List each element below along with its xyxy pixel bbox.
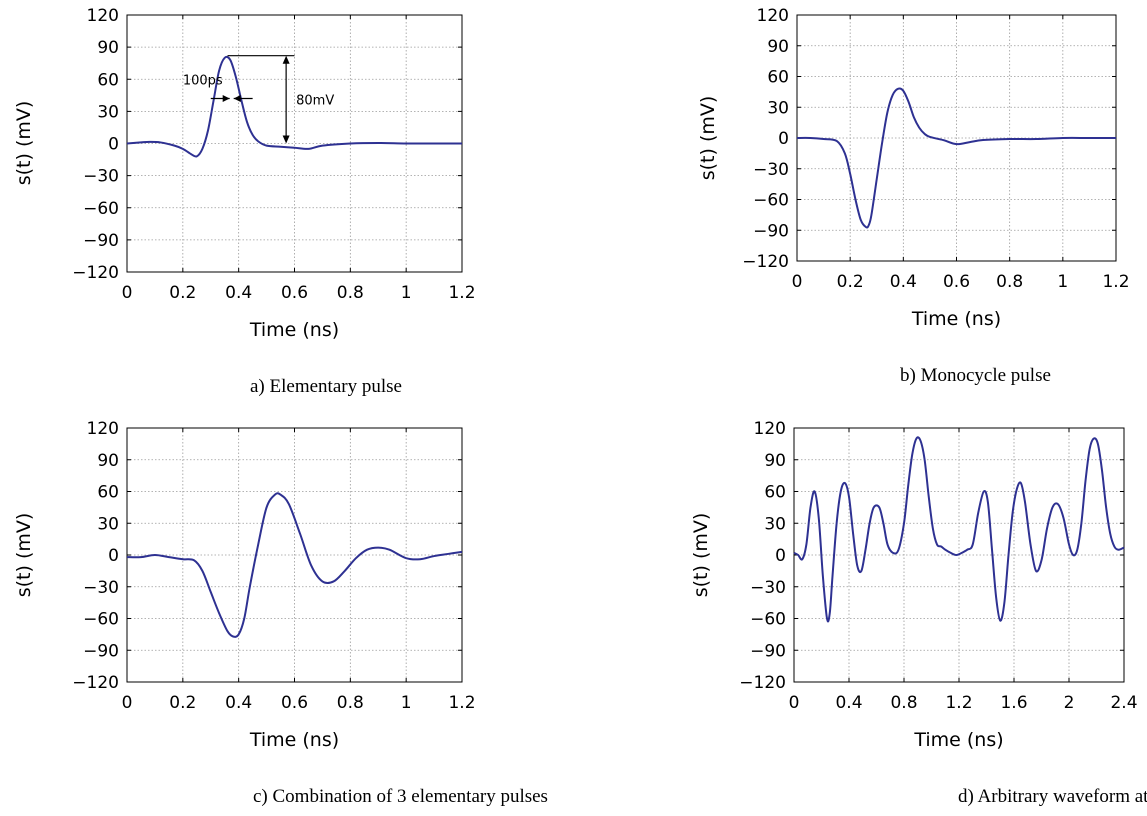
x-tick-label: 0.8 — [337, 283, 364, 303]
x-tick-label: 1 — [401, 283, 412, 303]
series-line — [796, 87, 1116, 229]
y-tick-label: −30 — [83, 167, 119, 187]
x-tick-label: 0 — [789, 693, 800, 713]
x-tick-label: 1.6 — [1000, 693, 1027, 713]
y-tick-label: 0 — [108, 546, 119, 566]
x-tick-label: 0.4 — [225, 283, 252, 303]
annotation-label: 100ps — [183, 74, 223, 89]
x-tick-label: 0.8 — [890, 693, 917, 713]
x-tick-label: 1 — [401, 693, 412, 713]
x-axis-label: Time (ns) — [911, 308, 1001, 330]
x-tick-label: 0.4 — [835, 693, 862, 713]
y-tick-label: 90 — [97, 38, 119, 58]
y-tick-label: 60 — [97, 483, 119, 503]
y-tick-label: 60 — [97, 70, 119, 90]
x-tick-label: 0.6 — [281, 693, 308, 713]
y-tick-label: 90 — [97, 451, 119, 471]
y-tick-label: 120 — [757, 6, 789, 26]
plot-frame — [793, 427, 1125, 683]
x-tick-label: 0.2 — [169, 283, 196, 303]
y-tick-label: 90 — [764, 451, 786, 471]
x-tick-label: 1.2 — [945, 693, 972, 713]
x-tick-label: 1.2 — [448, 283, 475, 303]
annotation-label: 80mV — [296, 94, 334, 109]
y-tick-label: −60 — [753, 191, 789, 211]
x-tick-label: 0 — [122, 693, 133, 713]
y-tick-label: −60 — [750, 610, 786, 630]
arrowhead — [282, 55, 290, 64]
y-tick-label: 120 — [754, 419, 786, 439]
y-tick-label: 60 — [764, 483, 786, 503]
y-axis-label: s(t) (mV) — [13, 513, 35, 598]
series-line — [126, 55, 462, 158]
x-tick-label: 0 — [792, 272, 803, 292]
y-tick-label: −30 — [83, 578, 119, 598]
y-tick-label: 120 — [87, 6, 119, 26]
x-tick-label: 0.6 — [943, 272, 970, 292]
arrowhead — [222, 95, 230, 103]
y-tick-label: −90 — [83, 641, 119, 661]
plot-frame — [126, 427, 463, 683]
x-tick-label: 0.8 — [337, 693, 364, 713]
y-tick-label: 30 — [97, 102, 119, 122]
arrowhead — [233, 95, 241, 103]
y-axis-label: s(t) (mV) — [697, 96, 719, 181]
y-tick-label: 0 — [108, 135, 119, 155]
y-tick-label: −120 — [739, 673, 786, 693]
x-tick-label: 0.4 — [890, 272, 917, 292]
x-tick-label: 2.4 — [1110, 693, 1137, 713]
annotation-height: 80mV — [227, 55, 334, 144]
x-tick-label: 1.2 — [1102, 272, 1129, 292]
y-tick-label: −30 — [750, 578, 786, 598]
x-tick-label: 0.2 — [837, 272, 864, 292]
y-tick-label: 90 — [767, 37, 789, 57]
x-tick-label: 0 — [122, 283, 133, 303]
x-tick-label: 0.4 — [225, 693, 252, 713]
y-tick-label: −120 — [72, 263, 119, 283]
y-tick-label: −120 — [72, 673, 119, 693]
panel-caption: b) Monocycle pulse — [900, 365, 1051, 386]
panel-caption: c) Combination of 3 elementary pulses — [253, 786, 548, 807]
y-tick-label: 30 — [97, 514, 119, 534]
y-tick-label: −60 — [83, 199, 119, 219]
y-tick-label: −90 — [753, 221, 789, 241]
x-axis-label: Time (ns) — [913, 729, 1003, 751]
y-tick-label: −90 — [83, 231, 119, 251]
y-tick-label: −30 — [753, 160, 789, 180]
y-tick-label: −90 — [750, 641, 786, 661]
series-line — [793, 436, 1125, 623]
series-line — [126, 492, 463, 638]
x-tick-label: 0.6 — [281, 283, 308, 303]
y-axis-label: s(t) (mV) — [13, 101, 35, 186]
y-tick-label: −60 — [83, 610, 119, 630]
arrowhead — [282, 135, 290, 144]
x-tick-label: 1.2 — [448, 693, 475, 713]
y-tick-label: −120 — [742, 252, 789, 272]
x-tick-label: 0.8 — [996, 272, 1023, 292]
annotation-width: 100ps — [183, 74, 253, 103]
y-tick-label: 60 — [767, 68, 789, 88]
y-tick-label: 0 — [775, 546, 786, 566]
x-axis-label: Time (ns) — [249, 729, 339, 751]
panel-caption: d) Arbitrary waveform at maximal PRF — [958, 786, 1147, 807]
panel-caption: a) Elementary pulse — [250, 376, 402, 397]
y-tick-label: 30 — [764, 514, 786, 534]
x-tick-label: 0.2 — [169, 693, 196, 713]
y-axis-label: s(t) (mV) — [690, 513, 712, 598]
y-tick-label: 0 — [778, 129, 789, 149]
x-tick-label: 1 — [1057, 272, 1068, 292]
y-tick-label: 30 — [767, 98, 789, 118]
y-tick-label: 120 — [87, 419, 119, 439]
x-axis-label: Time (ns) — [249, 319, 339, 341]
x-tick-label: 2 — [1064, 693, 1075, 713]
